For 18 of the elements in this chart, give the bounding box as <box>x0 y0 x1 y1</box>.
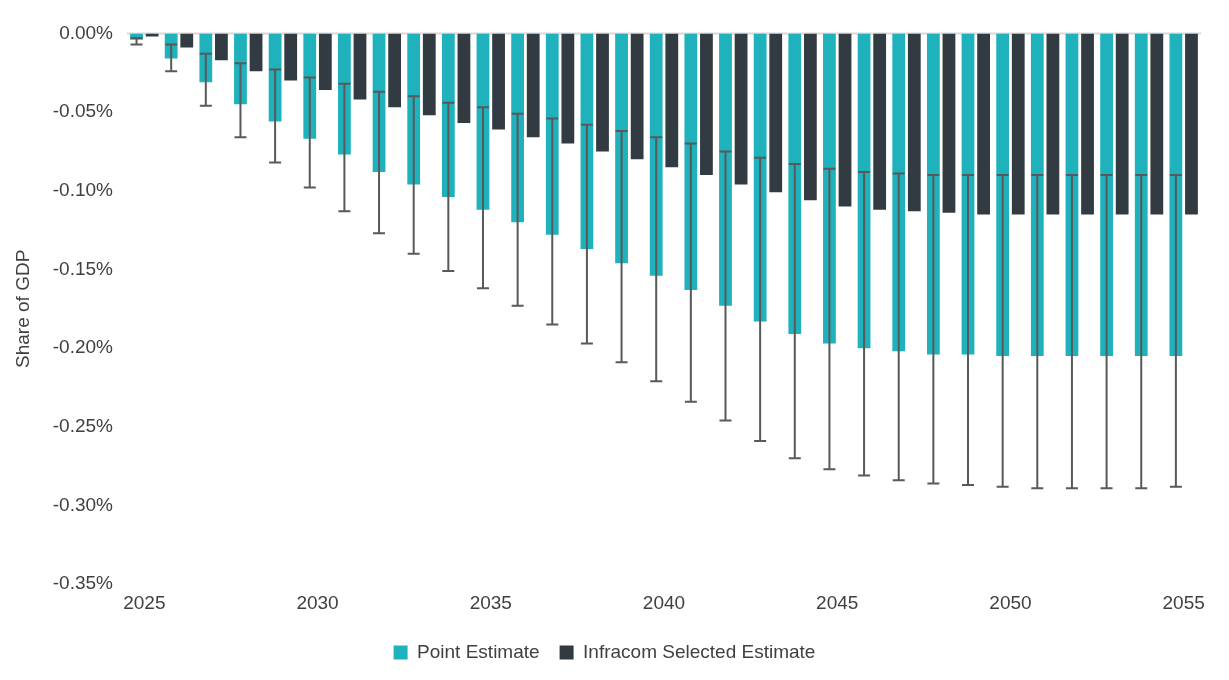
legend-label: Infracom Selected Estimate <box>583 640 816 662</box>
x-tick-label: 2055 <box>1162 591 1205 613</box>
y-axis-title: Share of GDP <box>11 249 33 368</box>
y-tick-label: -0.05% <box>52 100 114 122</box>
y-tick-label: -0.20% <box>52 336 114 358</box>
x-tick-label: 2040 <box>642 591 686 613</box>
y-tick-label: -0.30% <box>52 493 114 515</box>
x-tick-label: 2025 <box>123 591 166 613</box>
y-tick-label: 0.00% <box>59 21 114 43</box>
y-tick-label: -0.25% <box>52 415 114 437</box>
y-tick-label: -0.35% <box>52 572 114 594</box>
x-tick-label: 2030 <box>296 591 339 613</box>
legend-label: Point Estimate <box>417 640 540 662</box>
x-tick-label: 2035 <box>469 591 512 613</box>
x-tick-label: 2045 <box>816 591 859 613</box>
y-tick-label: -0.10% <box>52 179 114 201</box>
x-tick-label: 2050 <box>989 591 1032 613</box>
y-tick-label: -0.15% <box>52 257 114 279</box>
